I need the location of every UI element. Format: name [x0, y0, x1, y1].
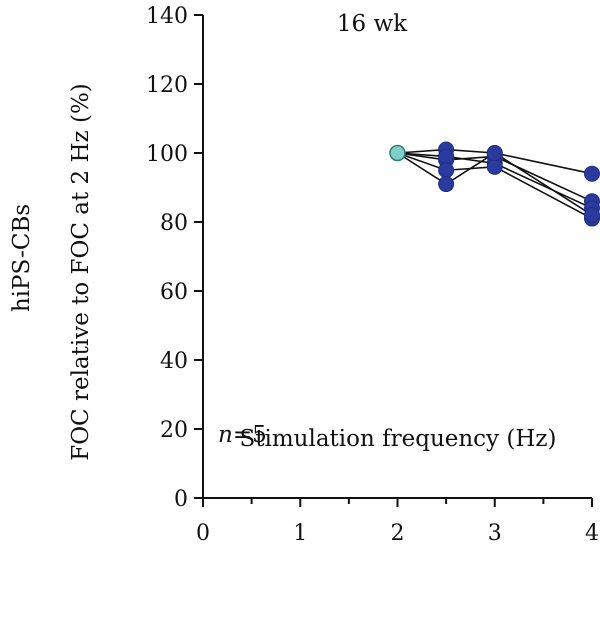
data-point: [584, 165, 600, 182]
x-tick-label: 1: [293, 521, 307, 546]
x-tick-label: 0: [196, 521, 210, 546]
y-axis-title: FOC relative to FOC at 2 Hz (%): [68, 83, 94, 461]
y-tick-label: 60: [160, 280, 188, 305]
x-tick-label: 3: [488, 521, 502, 546]
y-tick-label: 20: [160, 418, 188, 443]
data-point: [486, 158, 503, 175]
x-tick-label: 2: [391, 521, 405, 546]
series-lines: [397, 148, 593, 220]
n-annotation: n=5: [218, 422, 267, 448]
series-line-5: [397, 152, 593, 216]
x-tick-label: 4: [585, 521, 599, 546]
series-line-3: [397, 152, 593, 209]
n-italic: n: [218, 422, 233, 448]
y-tick-label: 140: [146, 4, 188, 29]
reference-point: [389, 144, 406, 162]
x-axis-title: Stimulation frequency (Hz): [239, 426, 556, 452]
series-line-1: [397, 148, 593, 175]
data-point: [438, 162, 455, 179]
y-tick-label: 40: [160, 349, 188, 374]
y-tick-label: 120: [146, 73, 188, 98]
data-point: [486, 145, 503, 161]
y-tick-label: 80: [160, 211, 188, 236]
chart-title: 16 wk: [337, 11, 408, 37]
n-value: =5: [233, 422, 267, 448]
series-line-2: [397, 152, 593, 203]
y-tick-label: 0: [174, 487, 188, 512]
y-tick-label: 100: [146, 142, 188, 167]
data-point: [438, 176, 455, 193]
series-points: [389, 141, 600, 227]
row-label: hiPS-CBs: [9, 204, 35, 312]
data-point: [438, 148, 455, 165]
data-point: [584, 207, 600, 224]
